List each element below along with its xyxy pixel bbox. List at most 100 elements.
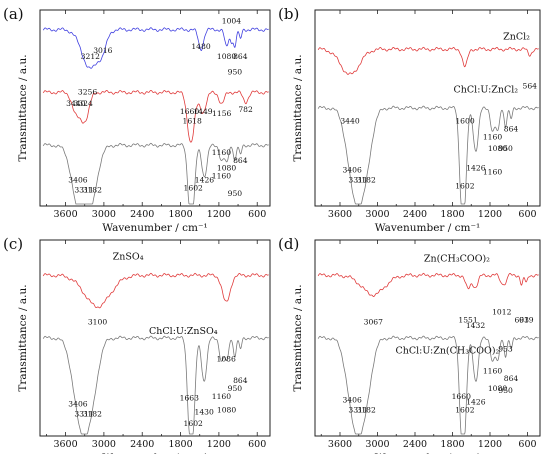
- peak-label: 3067: [364, 317, 383, 326]
- peak-label: 1156: [212, 109, 231, 118]
- chart-panel: 3600 3000 2400 1800 1200 600 Wavenumber / cm⁻¹…: [3, 235, 271, 454]
- peak-label: 1160: [483, 168, 502, 177]
- panel-label: (a): [3, 5, 24, 23]
- peak-label: 1160: [212, 148, 231, 157]
- x-tick-label: 2400: [403, 439, 427, 450]
- y-axis-label: Transmittance / a.u.: [292, 54, 304, 161]
- peak-label: 1449: [193, 107, 212, 116]
- peak-label: 1426: [195, 175, 214, 184]
- peak-label: 864: [504, 374, 519, 383]
- peak-label: 3182: [356, 175, 375, 184]
- series-name-label: ZnSO₄: [113, 252, 144, 263]
- x-tick-label: 3600: [53, 209, 77, 220]
- peak-label: 1660: [180, 107, 199, 116]
- peak-label: 1618: [183, 117, 202, 126]
- peak-label: 864: [233, 376, 248, 385]
- chart-panel: 3600 3000 2400 1800 1200 600 Wavenumber / cm⁻¹…: [278, 235, 541, 454]
- series-name-label: ChCl:U:ZnCl₂: [454, 84, 519, 95]
- peak-label: 950: [228, 189, 243, 198]
- spectrum-line: [42, 27, 269, 69]
- peak-label: 1080: [488, 144, 507, 153]
- peak-label: 3406: [68, 400, 87, 409]
- peak-label: 1012: [492, 307, 511, 316]
- peak-label: 1080: [488, 384, 507, 393]
- x-tick-label: 2400: [130, 439, 154, 450]
- peak-label: 1160: [483, 366, 502, 375]
- peak-label: 1080: [217, 164, 236, 173]
- peak-label: 1160: [483, 132, 502, 141]
- plot-frame: [314, 239, 541, 437]
- x-axis-label: Wavenumber / cm⁻¹: [102, 452, 208, 454]
- peak-label: 3016: [93, 46, 112, 55]
- peak-label: 1600: [455, 117, 474, 126]
- peak-label: 1551: [458, 315, 477, 324]
- peak-label: 1086: [217, 355, 236, 364]
- peak-label: 1426: [466, 398, 485, 407]
- peak-label: 3256: [78, 87, 97, 96]
- peak-label: 864: [233, 52, 248, 61]
- peak-label: 864: [233, 156, 248, 165]
- peak-label: 1602: [184, 183, 203, 192]
- x-tick-label: 3600: [328, 439, 352, 450]
- peak-label: 3440: [66, 99, 85, 108]
- peak-label: 1602: [184, 419, 203, 428]
- peak-label: 3406: [68, 175, 87, 184]
- x-axis-label: Wavenumber / cm⁻¹: [375, 222, 481, 234]
- peak-label: 950: [498, 386, 513, 395]
- series-name-label: Zn(CH₃COO)₂: [424, 254, 490, 265]
- x-tick-label: 1200: [207, 439, 231, 450]
- peak-label: 3182: [83, 185, 102, 194]
- x-tick-label: 3000: [92, 439, 116, 450]
- peak-label: 3212: [81, 52, 100, 61]
- plot-frame: [39, 239, 271, 437]
- peak-label: 1663: [180, 394, 199, 403]
- peak-label: 3406: [342, 396, 361, 405]
- peak-label: 1432: [466, 321, 485, 330]
- y-axis-label: Transmittance / a.u.: [292, 284, 304, 391]
- peak-label: 564: [523, 81, 538, 90]
- spectrum-line: [42, 142, 269, 205]
- spectrum-line: [42, 272, 269, 309]
- series-name-label: ChCl:U:Zn(CH₃COO)₂: [395, 346, 499, 357]
- peak-label: 1080: [217, 52, 236, 61]
- panel-label: (d): [278, 235, 299, 253]
- peak-label: 864: [504, 125, 519, 134]
- peak-label: 3324: [74, 99, 93, 108]
- spectrum-line: [42, 90, 269, 143]
- peak-label: 3406: [342, 166, 361, 175]
- peak-label: 1080: [217, 405, 236, 414]
- peak-label: 3311: [74, 185, 93, 194]
- x-tick-label: 600: [248, 209, 266, 220]
- peak-label: 3311: [348, 175, 367, 184]
- x-tick-label: 2400: [403, 209, 427, 220]
- peak-label: 1660: [452, 392, 471, 401]
- peak-label: 1160: [212, 392, 231, 401]
- spectrum-line: [317, 272, 539, 297]
- peak-label: 1160: [212, 172, 231, 181]
- peak-label: 950: [228, 68, 243, 77]
- x-tick-label: 1200: [478, 209, 502, 220]
- peak-label: 619: [519, 315, 534, 324]
- peak-label: 3182: [83, 409, 102, 418]
- plot-frame: [314, 9, 541, 207]
- y-axis-label: Transmittance / a.u.: [17, 284, 29, 391]
- peak-label: 1004: [222, 17, 241, 26]
- series-name-label: ChCl:U:ZnSO₄: [149, 326, 218, 337]
- spectrum-line: [317, 105, 539, 205]
- peak-label: 1602: [455, 181, 474, 190]
- series-name-label: ZnCl₂: [503, 31, 530, 42]
- chart-panel: 3600 3000 2400 1800 1200 600 Wavenumber / cm⁻¹…: [3, 5, 271, 234]
- x-axis-label: Wavenumber / cm⁻¹: [102, 222, 208, 234]
- y-axis-label: Transmittance / a.u.: [17, 54, 29, 161]
- x-tick-label: 600: [518, 209, 536, 220]
- x-tick-label: 3600: [53, 439, 77, 450]
- peak-label: 1426: [466, 164, 485, 173]
- peak-label: 782: [238, 105, 253, 114]
- x-tick-label: 1800: [168, 209, 192, 220]
- panel-label: (c): [3, 235, 23, 253]
- spectrum-line: [317, 335, 539, 435]
- x-tick-label: 3000: [92, 209, 116, 220]
- peak-label: 950: [498, 144, 513, 153]
- peak-label: 950: [228, 384, 243, 393]
